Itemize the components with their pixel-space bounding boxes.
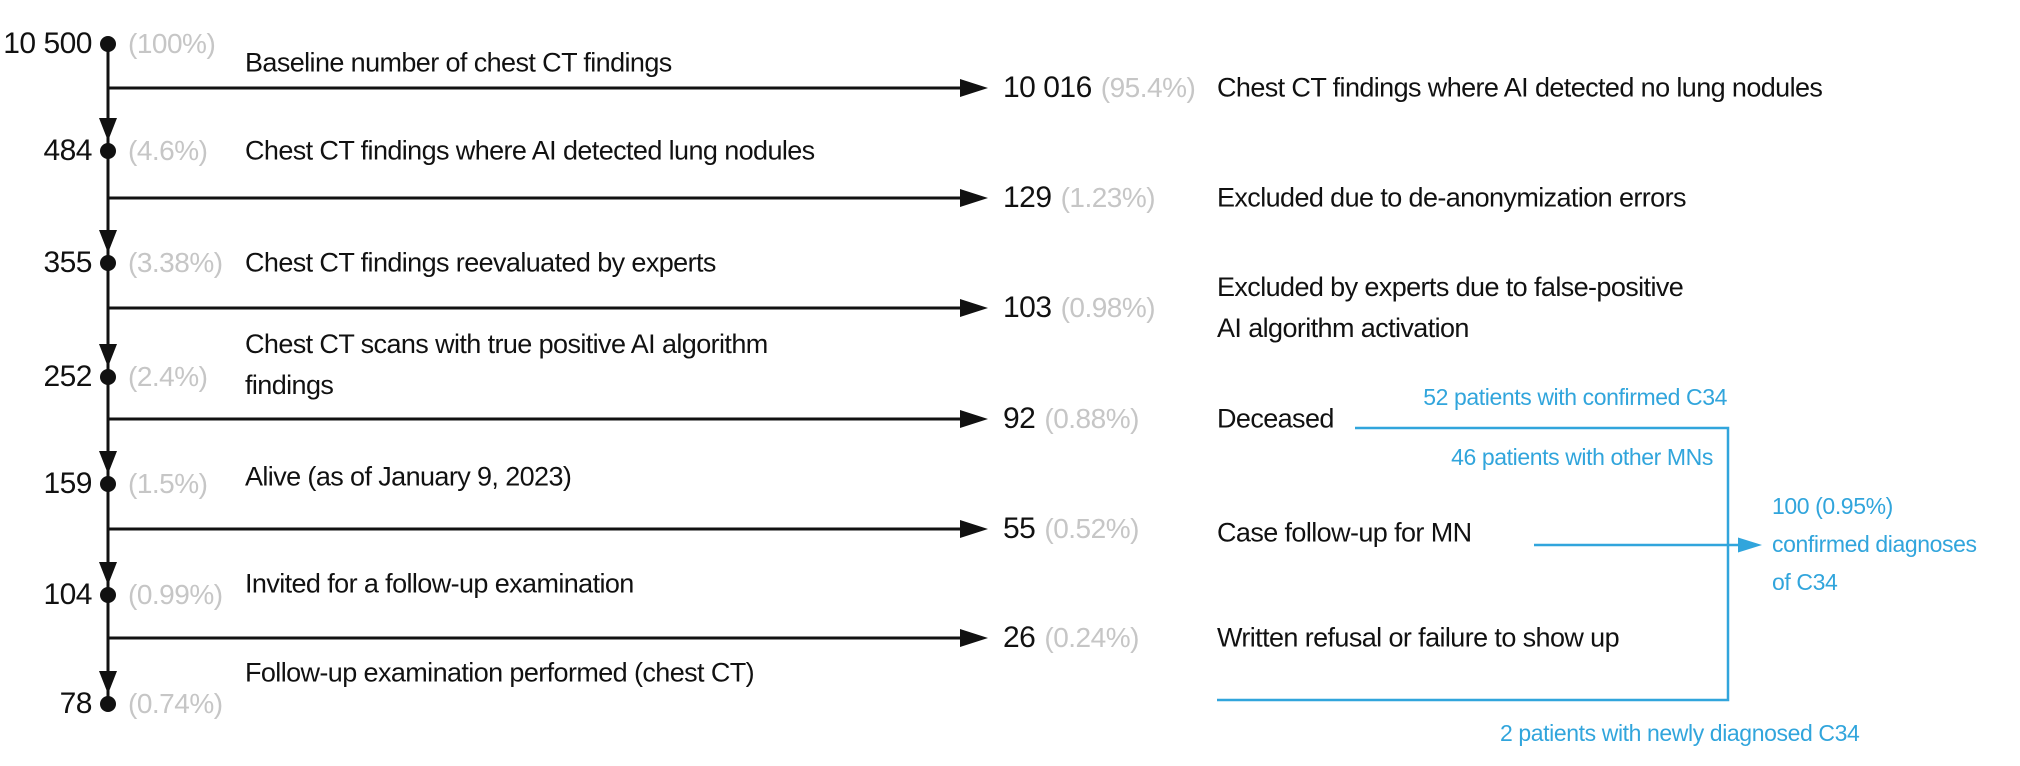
branch-desc-deceased: Deceased (1217, 403, 1334, 434)
node-value: 252 (43, 359, 92, 393)
annotation-confirmed-c34: 52 patients with confirmed C34 (1423, 383, 1727, 410)
branch-value: 103 (0.98%) (1003, 290, 1156, 326)
spine-arrowheads (99, 118, 117, 694)
branch-desc: Written refusal or failure to show up (1217, 622, 1620, 653)
branch-desc: Excluded by experts due to false-positiv… (1217, 267, 1684, 349)
annotation-result-line2: confirmed diagnoses (1772, 531, 1977, 557)
annotation-other-mns: 46 patients with other MNs (1451, 443, 1713, 470)
branch-pct: (0.52%) (1044, 512, 1139, 544)
annotation-newly-diagnosed: 2 patients with newly diagnosed C34 (1500, 719, 1860, 746)
annotation-result-block: 100 (0.95%) confirmed diagnoses of C34 (1772, 487, 1977, 601)
node-pct: (0.74%) (128, 687, 223, 719)
node-value: 10 500 (3, 26, 92, 60)
branch-number: 55 (1003, 511, 1036, 545)
node-value: 484 (43, 133, 92, 167)
node-value: 104 (43, 577, 92, 611)
blue-bracket (1217, 426, 1730, 702)
branch-value: 55 (0.52%) (1003, 512, 1139, 547)
node-pct: (2.4%) (128, 360, 208, 392)
node-pct: (4.6%) (128, 134, 208, 166)
node-pct: (100%) (128, 27, 216, 59)
node-label: Baseline number of chest CT findings (245, 47, 672, 78)
node-label-line2: findings (245, 370, 334, 400)
annotation-result-line3: of C34 (1772, 569, 1838, 595)
branch-arrowheads (960, 79, 988, 647)
branch-desc-line1: Excluded by experts due to false-positiv… (1217, 272, 1684, 302)
node-value: 159 (43, 466, 92, 500)
branch-value: 92 (0.88%) (1003, 402, 1139, 437)
branch-number: 26 (1003, 620, 1036, 654)
branch-number: 129 (1003, 180, 1052, 214)
node-label: Chest CT findings reevaluated by experts (245, 247, 716, 278)
branch-arrow-lines (108, 86, 964, 640)
node-pct: (3.38%) (128, 246, 223, 278)
branch-pct: (0.88%) (1044, 402, 1139, 434)
node-label: Invited for a follow-up examination (245, 568, 634, 599)
node-value: 78 (59, 686, 93, 720)
branch-number: 103 (1003, 290, 1052, 324)
branch-pct: (1.23%) (1060, 181, 1156, 213)
node-pct: (1.5%) (128, 467, 208, 499)
branch-desc-case-followup: Case follow-up for MN (1217, 517, 1472, 548)
branch-pct: (0.24%) (1044, 621, 1139, 653)
branch-number: 10 016 (1003, 70, 1092, 104)
branch-value: 26 (0.24%) (1003, 621, 1139, 656)
branch-number: 92 (1003, 401, 1036, 435)
branch-value: 10 016 (95.4%) (1003, 70, 1196, 106)
branch-desc: Excluded due to de-anonymization errors (1217, 182, 1686, 213)
annotation-result-line1: 100 (0.95%) (1772, 493, 1893, 519)
node-pct: (0.99%) (128, 578, 223, 610)
branch-pct: (95.4%) (1100, 71, 1196, 103)
node-label-line1: Chest CT scans with true positive AI alg… (245, 329, 768, 359)
node-value: 355 (43, 245, 92, 279)
node-label: Follow-up examination performed (chest C… (245, 657, 755, 688)
blue-arrowhead (1738, 537, 1762, 553)
node-label: Chest CT scans with true positive AI alg… (245, 324, 768, 406)
branch-value: 129 (1.23%) (1003, 180, 1156, 216)
node-label: Alive (as of January 9, 2023) (245, 461, 572, 492)
branch-pct: (0.98%) (1060, 291, 1156, 323)
branch-desc: Chest CT findings where AI detected no l… (1217, 72, 1823, 103)
node-dots (100, 36, 116, 712)
branch-desc-line2: AI algorithm activation (1217, 313, 1469, 343)
node-label: Chest CT findings where AI detected lung… (245, 135, 815, 166)
